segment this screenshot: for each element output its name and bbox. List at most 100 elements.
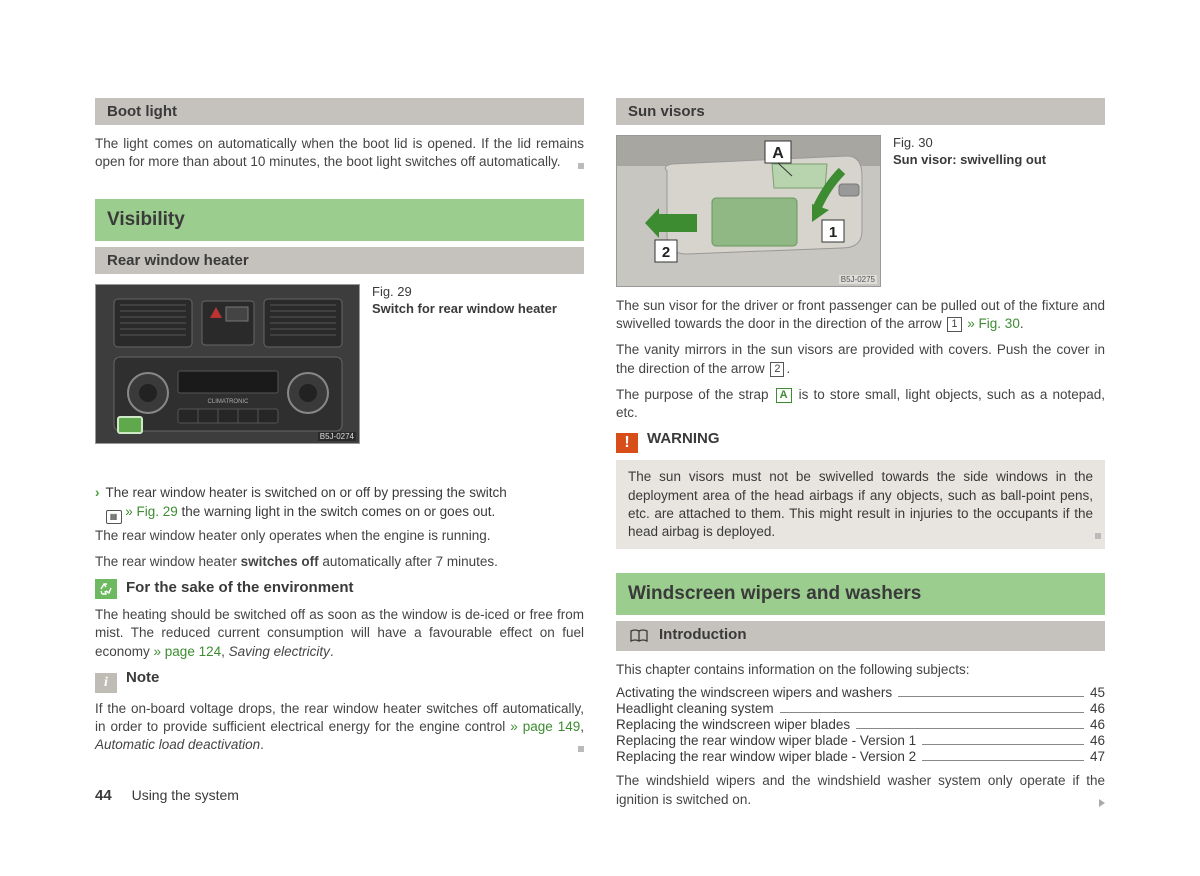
warning-box: The sun visors must not be swivelled tow…: [616, 460, 1105, 549]
toc-dots: [780, 712, 1084, 713]
para-note: If the on-board voltage drops, the rear …: [95, 700, 584, 755]
t3: .: [260, 737, 264, 752]
page-footer: 44 Using the system: [95, 787, 239, 804]
note-heading: i Note: [95, 669, 584, 693]
page-columns: Boot light The light comes on automatica…: [95, 98, 1105, 817]
toc-page: 46: [1090, 733, 1105, 748]
t2: .: [786, 361, 790, 376]
end-marker: [578, 746, 584, 752]
figure-30-illustration: A 1 2 B5J-0275: [616, 135, 881, 287]
para-boot-light: The light comes on automatically when th…: [95, 135, 584, 171]
text-a: The rear window heater is switched on or…: [106, 485, 507, 500]
book-icon: [628, 626, 650, 646]
chevron-icon: ›: [95, 484, 100, 523]
t2: ,: [580, 719, 584, 734]
ital: Automatic load deactivation: [95, 737, 260, 752]
t: The vanity mirrors in the sun visors are…: [616, 342, 1105, 375]
end-marker: [1095, 533, 1101, 539]
ref-2: 2: [770, 362, 784, 377]
note-link[interactable]: » page 149: [510, 719, 580, 734]
t: The purpose of the strap: [616, 387, 774, 402]
svg-text:A: A: [772, 145, 784, 162]
section-name: Using the system: [132, 787, 239, 803]
end-marker: [578, 163, 584, 169]
intro-title: Introduction: [659, 626, 746, 643]
para-environment: The heating should be switched off as so…: [95, 606, 584, 661]
para-heater-engine: The rear window heater only operates whe…: [95, 527, 584, 545]
heading-visibility: Visibility: [95, 199, 584, 241]
warning-heading: ! WARNING: [616, 430, 1105, 453]
env-heading: For the sake of the environment: [95, 579, 584, 599]
continue-icon: [1099, 799, 1105, 807]
fig29-link[interactable]: » Fig. 29: [125, 504, 178, 519]
t2: .: [1020, 316, 1024, 331]
dashboard-svg: CLIMATRONIC: [96, 285, 360, 444]
toc-title: Activating the windscreen wipers and was…: [616, 685, 892, 700]
ref-1: 1: [947, 317, 961, 332]
toc-list: Activating the windscreen wipers and was…: [616, 685, 1105, 764]
right-column: Sun visors A: [616, 98, 1105, 817]
toc-title: Headlight cleaning system: [616, 701, 774, 716]
toc-title: Replacing the rear window wiper blade - …: [616, 733, 916, 748]
toc-line[interactable]: Replacing the windscreen wiper blades 46: [616, 717, 1105, 732]
figure-29-caption: Fig. 29 Switch for rear window heater: [372, 284, 557, 444]
ital: Saving electricity: [229, 644, 330, 659]
t2: ,: [221, 644, 229, 659]
t2: automatically after 7 minutes.: [319, 554, 498, 569]
env-title: For the sake of the environment: [126, 579, 354, 596]
page-number: 44: [95, 787, 112, 804]
t: The windshield wipers and the windshield…: [616, 773, 1105, 806]
t3: .: [330, 644, 334, 659]
instruction-text: The rear window heater is switched on or…: [106, 484, 585, 523]
fig30-title: Sun visor: swivelling out: [893, 152, 1046, 167]
figure-30-row: A 1 2 B5J-0275 Fig. 30 Sun visor:: [616, 135, 1105, 287]
heading-introduction: Introduction: [616, 621, 1105, 651]
toc-line[interactable]: Activating the windscreen wipers and was…: [616, 685, 1105, 700]
svg-text:2: 2: [662, 244, 670, 261]
para-visor-3: The purpose of the strap A is to store s…: [616, 386, 1105, 422]
note-title: Note: [126, 669, 159, 686]
heading-wipers: Windscreen wipers and washers: [616, 573, 1105, 615]
para-visor-1: The sun visor for the driver or front pa…: [616, 297, 1105, 333]
toc-page: 46: [1090, 717, 1105, 732]
toc-page: 47: [1090, 749, 1105, 764]
para-chapter-lead: This chapter contains information on the…: [616, 661, 1105, 679]
heading-rear-heater: Rear window heater: [95, 247, 584, 274]
warning-text: The sun visors must not be swivelled tow…: [628, 469, 1093, 539]
warning-icon: !: [616, 433, 638, 453]
toc-title: Replacing the windscreen wiper blades: [616, 717, 850, 732]
toc-page: 45: [1090, 685, 1105, 700]
svg-text:1: 1: [829, 224, 837, 241]
figure-30-caption: Fig. 30 Sun visor: swivelling out: [893, 135, 1046, 287]
para-heater-auto-off: The rear window heater switches off auto…: [95, 553, 584, 571]
para-wipers-tail: The windshield wipers and the windshield…: [616, 772, 1105, 808]
heater-switch-icon: ▦: [106, 510, 122, 524]
figure-29-illustration: CLIMATRONIC B5J-0274: [95, 284, 360, 444]
fig29-title: Switch for rear window heater: [372, 301, 557, 316]
heading-boot-light: Boot light: [95, 98, 584, 125]
t: The sun visor for the driver or front pa…: [616, 298, 1105, 331]
para-visor-2: The vanity mirrors in the sun visors are…: [616, 341, 1105, 377]
figure-29-row: CLIMATRONIC B5J-0274 Fig. 29 Switch for …: [95, 284, 584, 444]
ref-A: A: [776, 388, 792, 403]
toc-line[interactable]: Replacing the rear window wiper blade - …: [616, 733, 1105, 748]
text-b: the warning light in the switch comes on…: [178, 504, 495, 519]
info-icon: i: [95, 673, 117, 693]
toc-page: 46: [1090, 701, 1105, 716]
env-link[interactable]: » page 124: [154, 644, 222, 659]
visor-svg: A 1 2: [617, 136, 881, 287]
fig30-link[interactable]: » Fig. 30: [964, 316, 1020, 331]
warning-title: WARNING: [647, 430, 720, 447]
svg-text:CLIMATRONIC: CLIMATRONIC: [208, 399, 250, 405]
toc-line[interactable]: Headlight cleaning system 46: [616, 701, 1105, 716]
toc-dots: [856, 728, 1084, 729]
toc-dots: [922, 760, 1084, 761]
recycle-icon: [95, 579, 117, 599]
fig30-number: Fig. 30: [893, 135, 1046, 152]
t: The rear window heater: [95, 554, 241, 569]
left-column: Boot light The light comes on automatica…: [95, 98, 584, 817]
toc-title: Replacing the rear window wiper blade - …: [616, 749, 916, 764]
toc-dots: [922, 744, 1084, 745]
instruction-bullet: › The rear window heater is switched on …: [95, 484, 584, 523]
toc-line[interactable]: Replacing the rear window wiper blade - …: [616, 749, 1105, 764]
